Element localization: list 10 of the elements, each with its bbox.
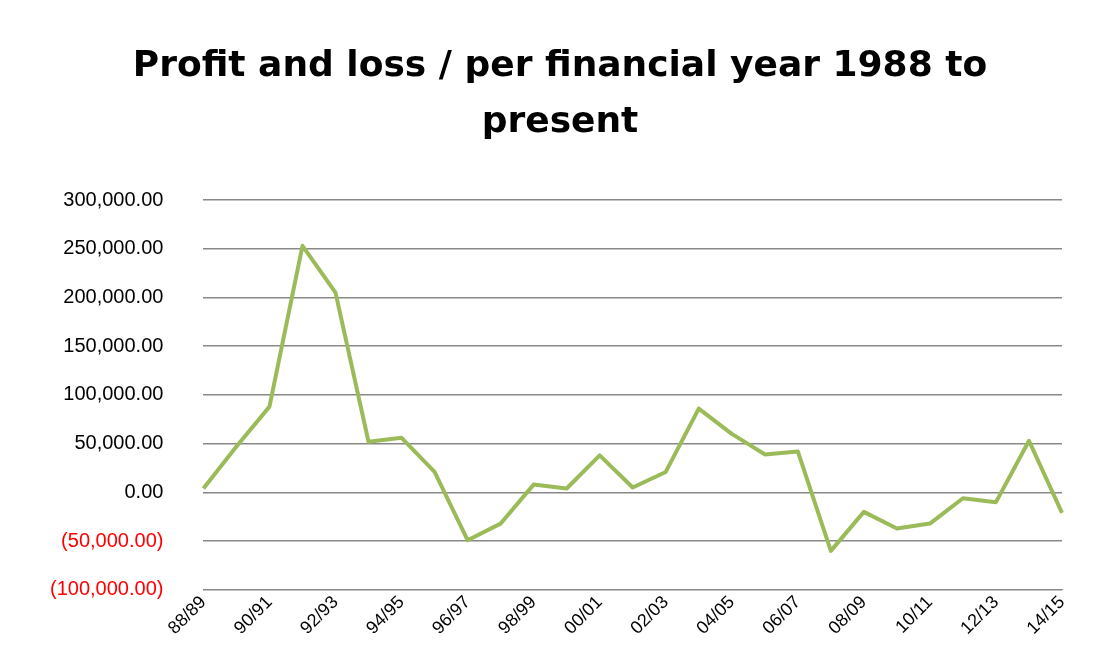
y-tick-label: 200,000.00 bbox=[63, 284, 164, 307]
y-tick-label: 100,000.00 bbox=[63, 382, 164, 405]
y-tick-label: (50,000.00) bbox=[61, 528, 164, 551]
y-tick-label: 300,000.00 bbox=[63, 187, 164, 210]
y-tick-label: 250,000.00 bbox=[63, 236, 164, 259]
y-tick-label: 150,000.00 bbox=[63, 333, 164, 356]
chart-title: Profit and loss / per financial year 1988 to present bbox=[131, 42, 989, 142]
y-tick-label: (100,000.00) bbox=[50, 577, 164, 600]
y-tick-label: 0.00 bbox=[124, 479, 164, 502]
y-tick-label: 50,000.00 bbox=[74, 431, 164, 454]
